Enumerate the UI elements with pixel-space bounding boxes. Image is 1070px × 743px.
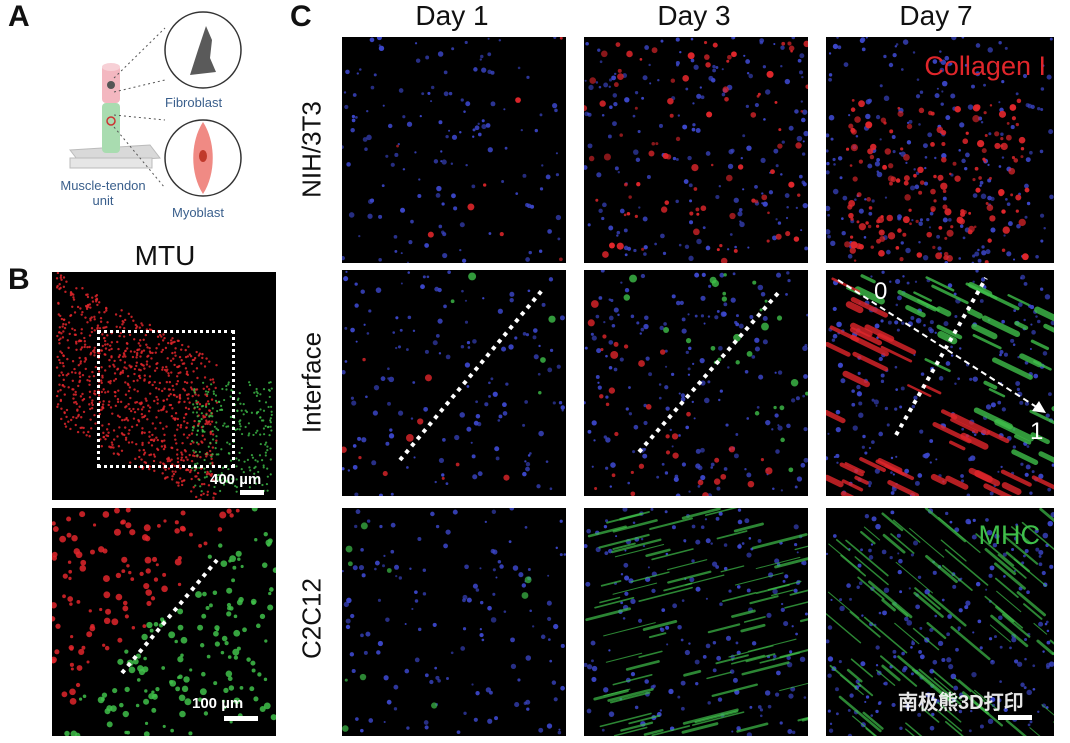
scale-bar-400 bbox=[240, 490, 264, 495]
interface-day7-image: 0 1 bbox=[826, 270, 1054, 496]
row-interface: Interface bbox=[296, 331, 327, 434]
scale-bar bbox=[998, 715, 1032, 720]
c2c12-day7-image: MHC 南极熊3D打印 bbox=[826, 508, 1054, 736]
mhc-label: MHC bbox=[978, 520, 1041, 550]
profile-arrow bbox=[837, 279, 1039, 409]
panel-c-letter: C bbox=[290, 0, 312, 33]
roi-box bbox=[97, 330, 235, 468]
interface-line bbox=[398, 286, 546, 462]
muscle-tendon-unit-label: Muscle-tendon unit bbox=[60, 178, 146, 208]
myoblast-label: Myoblast bbox=[172, 205, 225, 220]
row-nih3t3: NIH/3T3 bbox=[296, 101, 327, 198]
panel-a-letter: A bbox=[8, 0, 30, 33]
scale-bar-100 bbox=[224, 716, 258, 721]
profile-end-label: 1 bbox=[1030, 418, 1044, 445]
interface-line bbox=[120, 558, 219, 675]
mtu-overview-image: 400 µm bbox=[52, 272, 276, 500]
mtu-schematic bbox=[40, 10, 290, 230]
mtu-zoom-image: 100 µm bbox=[52, 508, 276, 736]
scale-label-100: 100 µm bbox=[192, 695, 244, 712]
mtu-title: MTU bbox=[134, 240, 196, 271]
scale-label-400: 400 µm bbox=[210, 471, 262, 488]
column-day3: Day 3 bbox=[657, 0, 731, 31]
fibroblast-label: Fibroblast bbox=[165, 95, 223, 110]
watermark: 南极熊3D打印 bbox=[898, 692, 1024, 714]
c2c12-day3-image bbox=[584, 508, 808, 736]
profile-start-label: 0 bbox=[874, 278, 888, 305]
nih3t3-day3-image bbox=[584, 37, 808, 263]
panel-b-letter: B bbox=[8, 263, 30, 296]
interface-line bbox=[637, 290, 781, 454]
nih3t3-day7-image: Collagen I bbox=[826, 37, 1054, 263]
interface-line bbox=[894, 277, 988, 436]
nih3t3-day1-image bbox=[342, 37, 566, 263]
column-day1: Day 1 bbox=[415, 0, 489, 31]
interface-day1-image bbox=[342, 270, 566, 496]
row-c2c12: C2C12 bbox=[296, 578, 327, 659]
c2c12-day1-image bbox=[342, 508, 566, 736]
interface-day3-image bbox=[584, 270, 808, 496]
column-day7: Day 7 bbox=[899, 0, 973, 31]
collagen-label: Collagen I bbox=[924, 51, 1046, 81]
